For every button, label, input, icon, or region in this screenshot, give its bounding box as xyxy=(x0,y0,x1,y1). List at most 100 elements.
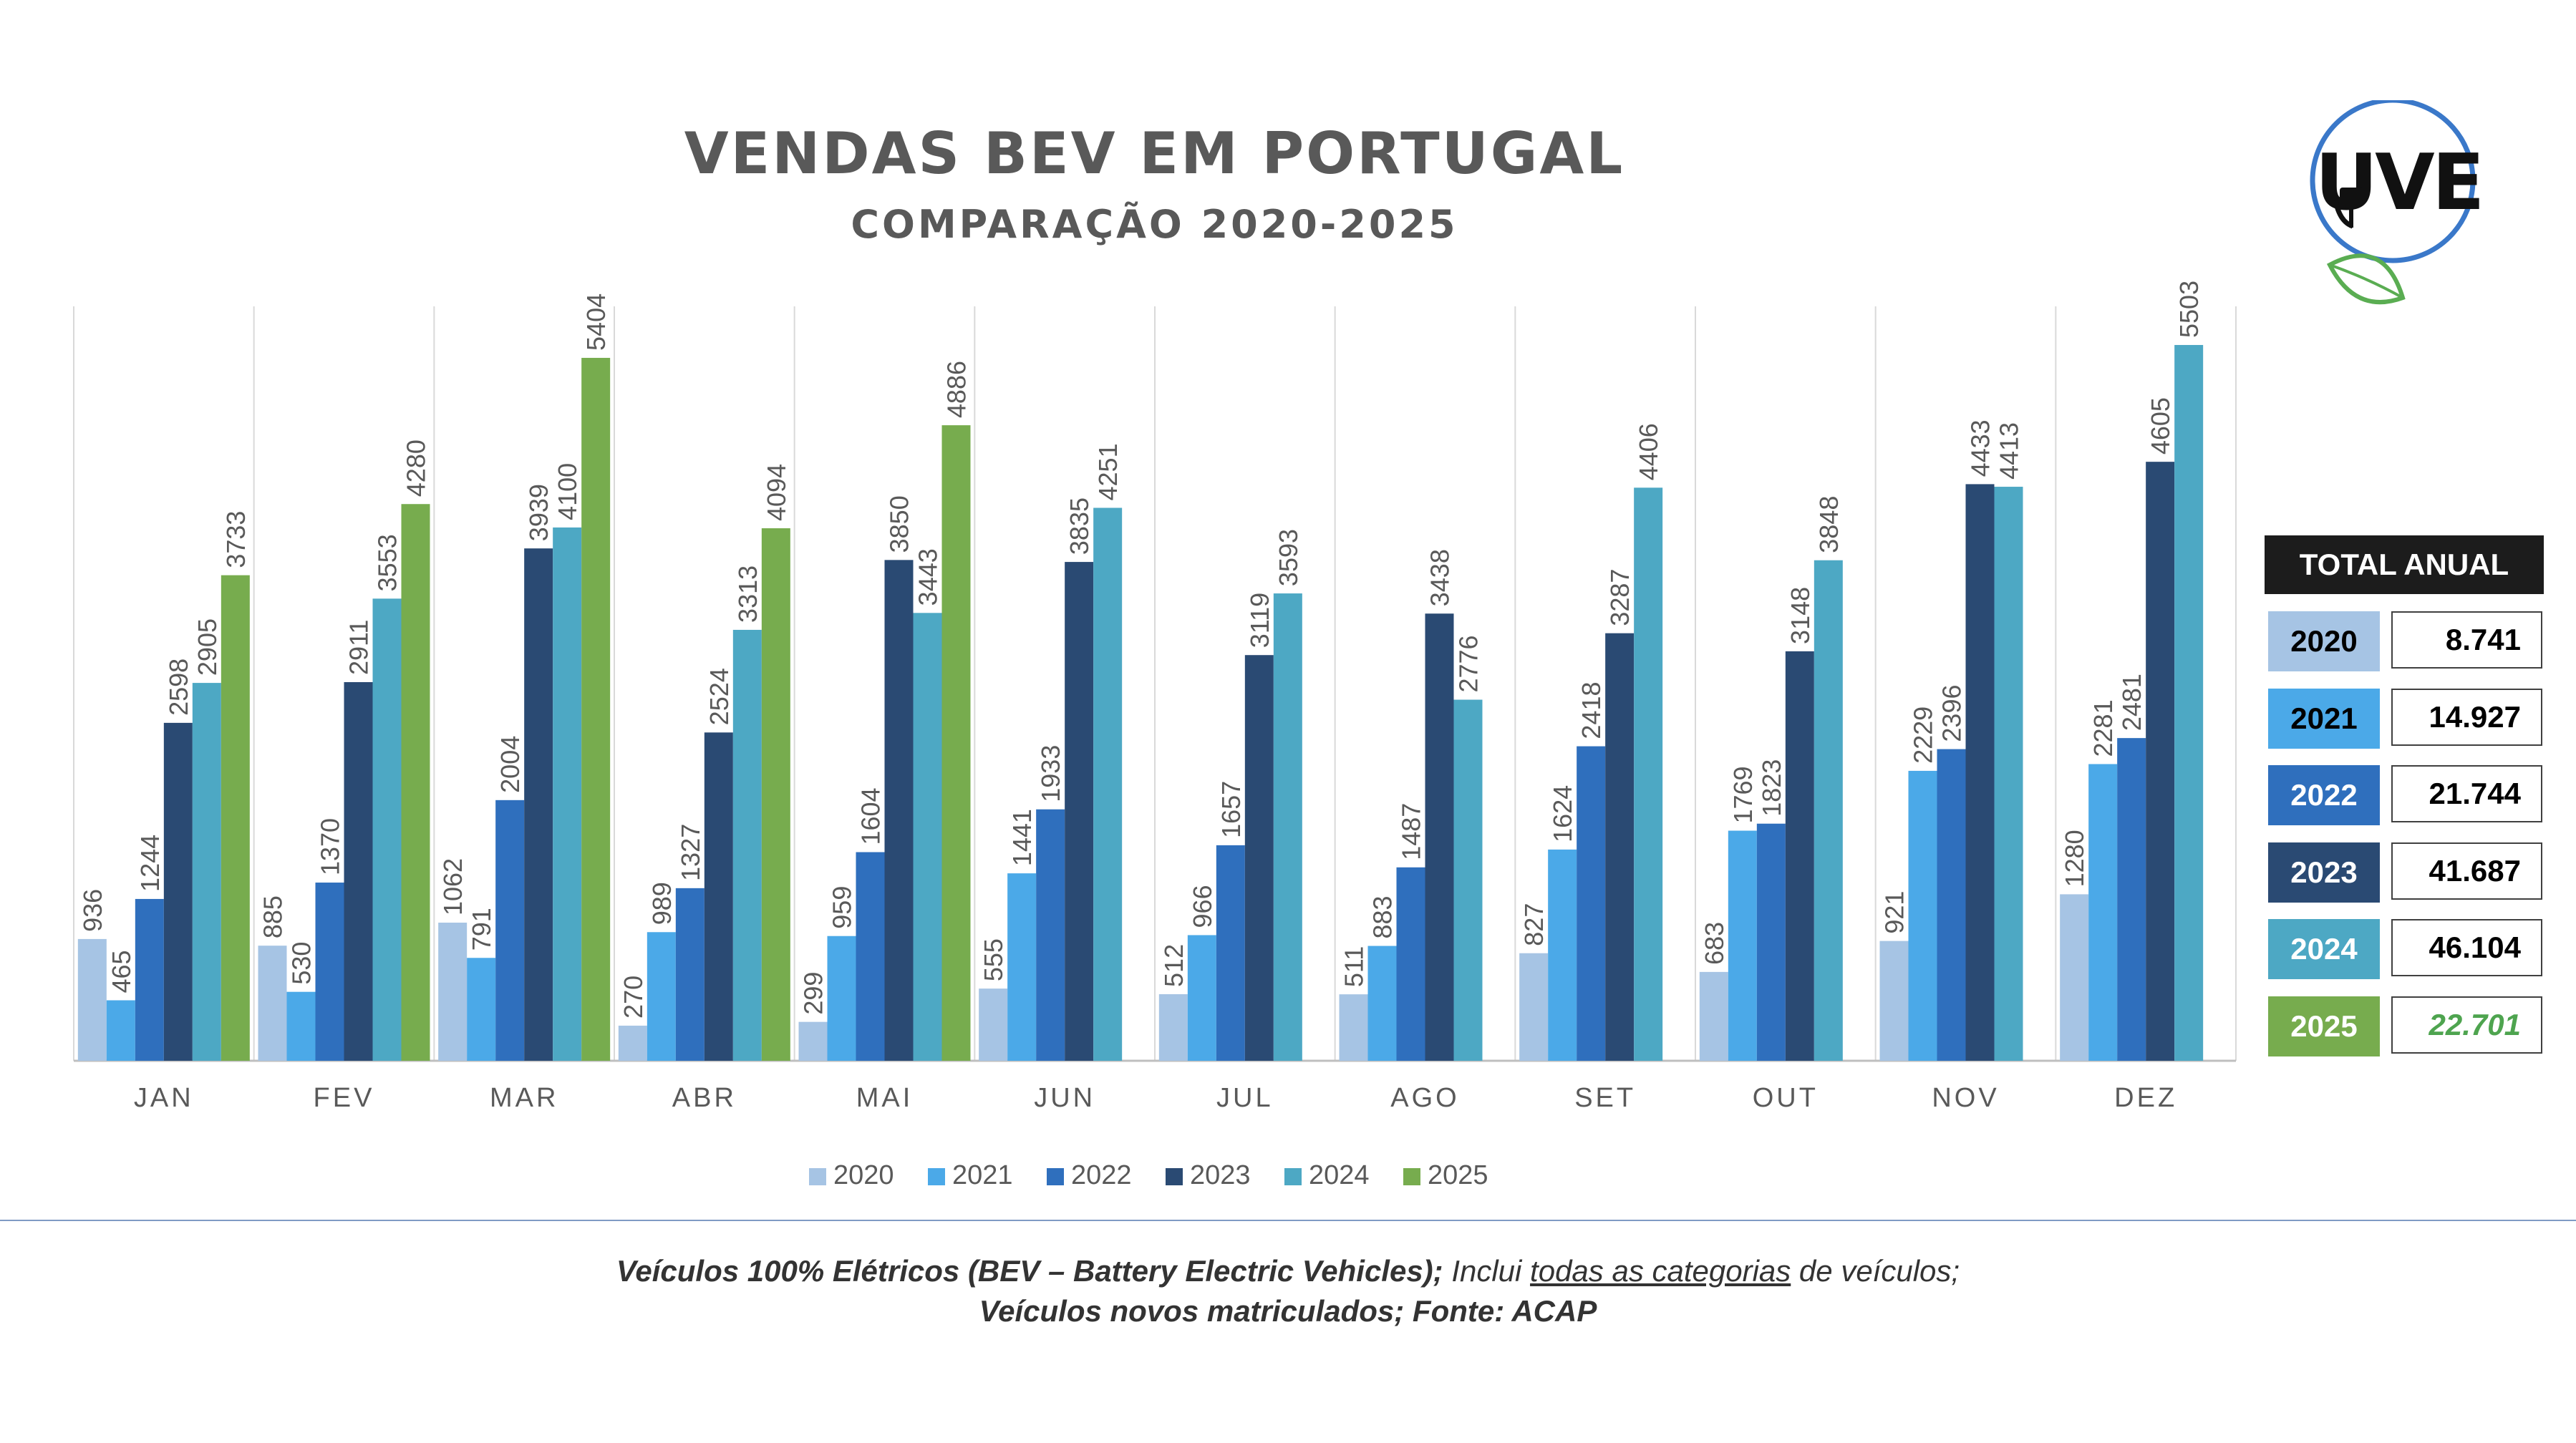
x-tick-label: MAI xyxy=(856,1083,914,1113)
bar-2024-MAR xyxy=(553,527,582,1061)
data-label: 936 xyxy=(78,889,107,932)
data-label: 4605 xyxy=(2146,397,2175,455)
bar-2023-NOV xyxy=(1965,484,1995,1061)
uve-logo: UVE xyxy=(2305,97,2492,315)
total-year-2022: 2022 xyxy=(2268,765,2380,825)
data-label: 2911 xyxy=(344,620,374,675)
data-label: 4886 xyxy=(942,361,972,418)
bar-2022-JUN xyxy=(1036,809,1065,1061)
logo-ring xyxy=(2310,97,2476,263)
footnote-vehicles: de veículos; xyxy=(1791,1254,1960,1288)
data-label: 465 xyxy=(107,950,136,993)
bar-2024-JUL xyxy=(1273,593,1302,1061)
data-label: 959 xyxy=(828,886,857,929)
data-label: 1769 xyxy=(1728,766,1758,823)
bar-2021-SET xyxy=(1548,849,1577,1061)
legend-label: 2024 xyxy=(1309,1160,1370,1190)
data-label: 4280 xyxy=(402,439,431,497)
footnote-source: Veículos novos matriculados; Fonte: ACAP xyxy=(979,1294,1597,1328)
data-label: 2524 xyxy=(704,668,734,725)
total-row-2021: 2021 14.927 xyxy=(2268,688,2545,749)
data-label: 3848 xyxy=(1814,496,1844,553)
total-year-2023: 2023 xyxy=(2268,842,2380,903)
data-label: 989 xyxy=(647,882,677,925)
data-label: 1933 xyxy=(1036,745,1065,802)
bar-2021-AGO xyxy=(1367,946,1397,1061)
bar-2021-JUL xyxy=(1187,935,1216,1061)
data-label: 3119 xyxy=(1245,593,1274,648)
bar-2024-DEZ xyxy=(2174,344,2204,1061)
legend-swatch-2023 xyxy=(1166,1168,1183,1185)
total-year-2024: 2024 xyxy=(2268,919,2380,979)
data-label: 1370 xyxy=(316,818,345,875)
footnote-line-1: Veículos 100% Elétricos (BEV – Battery E… xyxy=(0,1254,2576,1288)
bar-2020-ABR xyxy=(618,1025,647,1061)
data-label: 270 xyxy=(619,976,648,1019)
x-tick-label: JAN xyxy=(134,1083,194,1113)
chart-subtitle: COMPARAÇÃO 2020-2025 xyxy=(851,202,1458,247)
x-tick-label: OUT xyxy=(1753,1083,1819,1113)
data-label: 2418 xyxy=(1577,681,1606,739)
x-tick-label: MAR xyxy=(490,1083,558,1113)
bar-2022-MAI xyxy=(856,852,885,1061)
bar-2022-SET xyxy=(1577,746,1606,1061)
legend-swatch-2025 xyxy=(1403,1168,1420,1185)
total-value-2021: 14.927 xyxy=(2391,688,2542,746)
bar-2023-SET xyxy=(1605,633,1635,1061)
total-value-2022: 21.744 xyxy=(2391,765,2542,822)
data-label: 3313 xyxy=(733,565,762,623)
bar-2022-JUL xyxy=(1216,845,1245,1061)
data-label: 1604 xyxy=(856,787,886,845)
data-label: 3553 xyxy=(373,534,402,591)
total-annual-header: TOTAL ANUAL xyxy=(2265,535,2544,594)
data-label: 511 xyxy=(1340,946,1369,987)
bar-2023-DEZ xyxy=(2146,462,2175,1061)
bar-2023-JUN xyxy=(1065,562,1094,1061)
x-tick-label: SET xyxy=(1574,1083,1636,1113)
x-tick-label: ABR xyxy=(672,1083,737,1113)
footnote-bev-definition: Veículos 100% Elétricos (BEV – Battery E… xyxy=(616,1254,1443,1288)
data-label: 1823 xyxy=(1757,759,1786,817)
footnote-includes: Inclui xyxy=(1443,1254,1531,1288)
data-label: 966 xyxy=(1188,885,1217,928)
data-label: 2598 xyxy=(164,659,193,716)
bar-2024-MAI xyxy=(913,613,942,1061)
data-label: 3850 xyxy=(885,495,914,553)
data-label: 3733 xyxy=(221,511,251,568)
bar-2023-FEV xyxy=(344,682,373,1061)
data-label: 4413 xyxy=(1995,422,2024,480)
data-label: 2229 xyxy=(1909,706,1938,764)
bar-2025-FEV xyxy=(401,504,430,1061)
data-label: 299 xyxy=(799,972,828,1015)
total-row-2024: 2024 46.104 xyxy=(2268,919,2545,979)
bar-2024-SET xyxy=(1634,487,1663,1061)
bar-2022-MAR xyxy=(495,800,525,1061)
data-label: 4251 xyxy=(1093,443,1123,500)
total-row-2023: 2023 41.687 xyxy=(2268,842,2545,903)
bar-2024-JUN xyxy=(1093,507,1123,1061)
data-label: 3593 xyxy=(1274,529,1303,586)
data-label: 2776 xyxy=(1454,635,1483,692)
bar-2021-FEV xyxy=(286,991,316,1061)
bar-2020-DEZ xyxy=(2060,894,2089,1061)
bar-2021-NOV xyxy=(1908,770,1937,1061)
legend-swatch-2021 xyxy=(928,1168,945,1185)
bar-2024-JAN xyxy=(192,683,221,1061)
x-tick-label: NOV xyxy=(1932,1083,1999,1113)
legend-swatch-2024 xyxy=(1284,1168,1302,1185)
bar-2021-MAI xyxy=(827,936,856,1061)
bar-2022-OUT xyxy=(1756,823,1786,1061)
data-label: 2281 xyxy=(2088,699,2118,757)
data-label: 791 xyxy=(467,908,496,951)
legend-label: 2020 xyxy=(833,1160,894,1190)
bar-2024-ABR xyxy=(732,629,762,1061)
bar-2023-JUL xyxy=(1244,655,1274,1061)
bar-2020-JUN xyxy=(979,988,1008,1061)
bar-2023-JAN xyxy=(163,722,193,1061)
x-tick-label: DEZ xyxy=(2114,1083,2177,1113)
data-label: 555 xyxy=(979,938,1008,981)
data-label: 4406 xyxy=(1634,423,1663,480)
bar-2022-JAN xyxy=(135,898,164,1061)
bar-2023-AGO xyxy=(1425,613,1454,1061)
